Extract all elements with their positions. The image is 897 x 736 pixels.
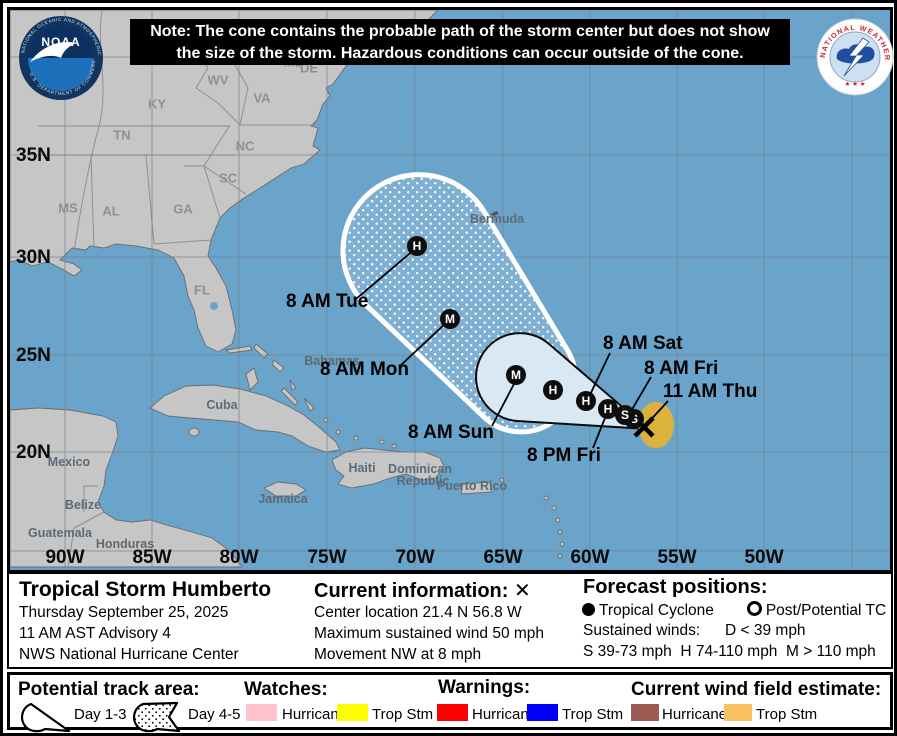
day4-5-label: Day 4-5 (188, 706, 241, 723)
sustained-winds-label: Sustained winds: (583, 622, 701, 639)
day4-5-cone-icon (133, 701, 181, 733)
noaa-logo: NOAA NATIONAL OCEANIC AND ATMOSPHERIC AD… (18, 15, 103, 100)
wind-ts-swatch (724, 704, 752, 721)
watch-ts-label: Trop Stm (372, 706, 434, 723)
wind-categories-shm: S 39-73 mph H 74-110 mph M > 110 mph (583, 643, 876, 660)
warnings-header: Warnings: (438, 677, 531, 698)
legend-panel: Potential track area: Day 1-3 Day 4-5 Wa… (7, 672, 893, 733)
warning-ts-swatch (527, 704, 558, 721)
nws-logo: NATIONAL WEATHER SERVICE ★ ★ ★ (816, 18, 894, 96)
agency-name: NWS National Hurricane Center (19, 646, 239, 663)
ts-wind-field (638, 402, 674, 448)
post-potential-label: Post/Potential TC (765, 602, 887, 619)
watch-hurricane-swatch (246, 704, 277, 721)
advisory-date: Thursday September 25, 2025 (19, 604, 229, 621)
nws-stars: ★ ★ ★ (844, 81, 865, 88)
basemap (10, 10, 890, 570)
bermuda-island (490, 211, 499, 216)
max-wind: Maximum sustained wind 50 mph (314, 625, 545, 642)
lake-okeechobee (210, 302, 218, 310)
wind-hurricane-swatch (631, 704, 659, 721)
advisory-number: 11 AM AST Advisory 4 (19, 625, 171, 642)
forecast-symbols-row: Tropical Cyclone Post/Potential TC (582, 601, 886, 620)
storm-title: Tropical Storm Humberto (19, 578, 272, 601)
map-panel: 35N 30N 25N 20N 90W 85W 80W 75W 70W 65W 60W 55W 50W W… (7, 7, 894, 573)
watch-hurricane-label: Hurricane (282, 706, 348, 723)
watch-ts-swatch (337, 704, 368, 721)
caribbean-islands (149, 343, 565, 559)
wind-ts-label: Trop Stm (756, 706, 818, 723)
track-area-header: Potential track area: (18, 679, 200, 700)
day1-3-label: Day 1-3 (74, 706, 127, 723)
movement: Movement NW at 8 mph (314, 646, 482, 663)
forecast-positions-title: Forecast positions: (583, 576, 768, 598)
warning-hurricane-label: Hurricane (472, 706, 538, 723)
day1-3-cone-icon (21, 702, 71, 733)
tropical-cyclone-dot-icon (582, 603, 595, 616)
current-info-title: Current information: ✕ (314, 580, 531, 602)
wind-category-d: D < 39 mph (725, 622, 806, 639)
note-line2: the size of the storm. Hazardous conditi… (176, 45, 744, 62)
wind-field-header: Current wind field estimate: (631, 679, 882, 700)
warning-hurricane-swatch (437, 704, 468, 721)
wind-hurricane-label: Hurricane (662, 706, 728, 723)
post-potential-circle-icon (746, 601, 762, 616)
warning-ts-label: Trop Stm (562, 706, 624, 723)
noaa-gull-icon (30, 41, 76, 62)
nws-lightning-icon (843, 37, 870, 77)
central-america-landmass (10, 407, 243, 568)
note-line1: Note: The cone contains the probable pat… (150, 23, 770, 40)
info-panel: Tropical Storm Humberto Thursday Septemb… (7, 572, 893, 669)
noaa-logo-text: NOAA (41, 35, 80, 49)
center-location: Center location 21.4 N 56.8 W (314, 604, 522, 621)
watches-header: Watches: (244, 679, 328, 700)
tropical-cyclone-label: Tropical Cyclone (599, 602, 714, 619)
note-banner: Note: The cone contains the probable pat… (130, 19, 790, 65)
